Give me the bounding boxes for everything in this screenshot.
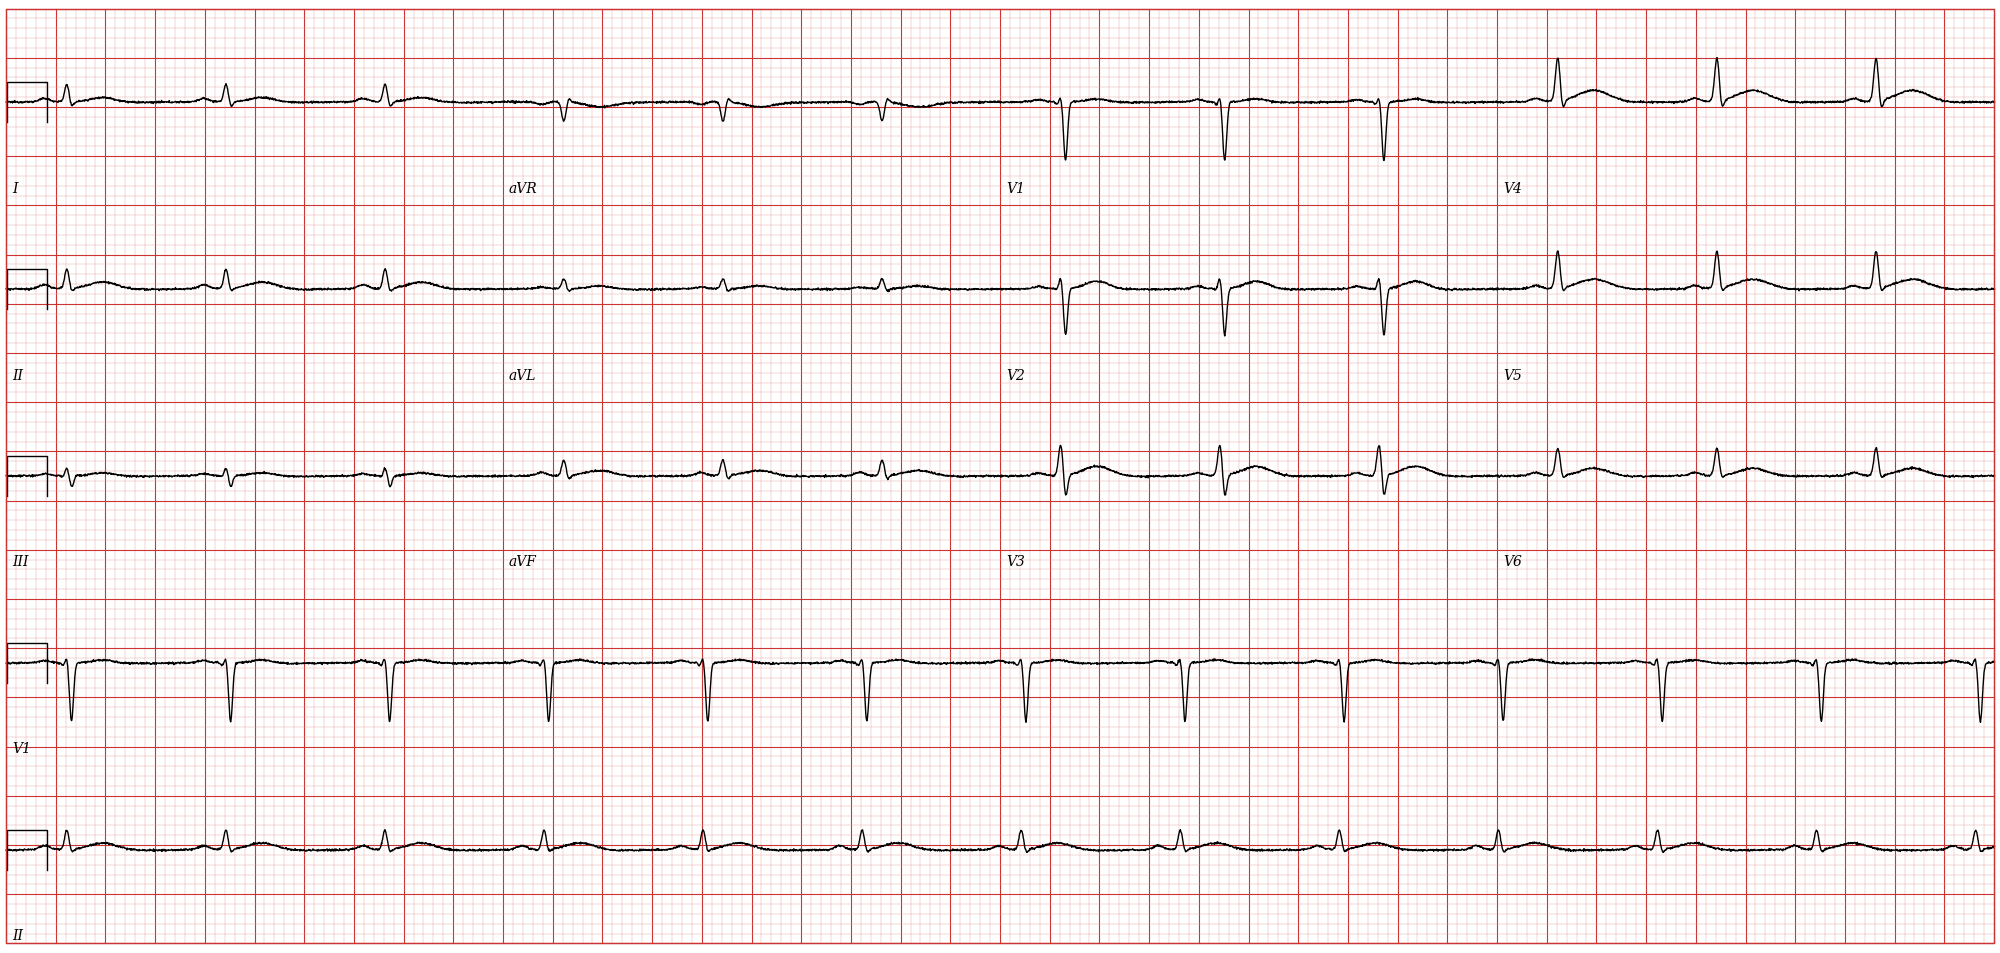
Text: V2: V2	[1006, 368, 1024, 382]
Text: aVL: aVL	[510, 368, 536, 382]
Text: II: II	[12, 368, 24, 382]
Text: V1: V1	[12, 741, 30, 756]
Text: I: I	[12, 181, 18, 195]
Text: V4: V4	[1504, 181, 1522, 195]
Text: aVR: aVR	[510, 181, 538, 195]
Text: II: II	[12, 928, 24, 943]
Text: V6: V6	[1504, 555, 1522, 569]
Text: III: III	[12, 555, 28, 569]
Text: V5: V5	[1504, 368, 1522, 382]
Text: aVF: aVF	[510, 555, 536, 569]
Text: V3: V3	[1006, 555, 1024, 569]
Text: V1: V1	[1006, 181, 1024, 195]
